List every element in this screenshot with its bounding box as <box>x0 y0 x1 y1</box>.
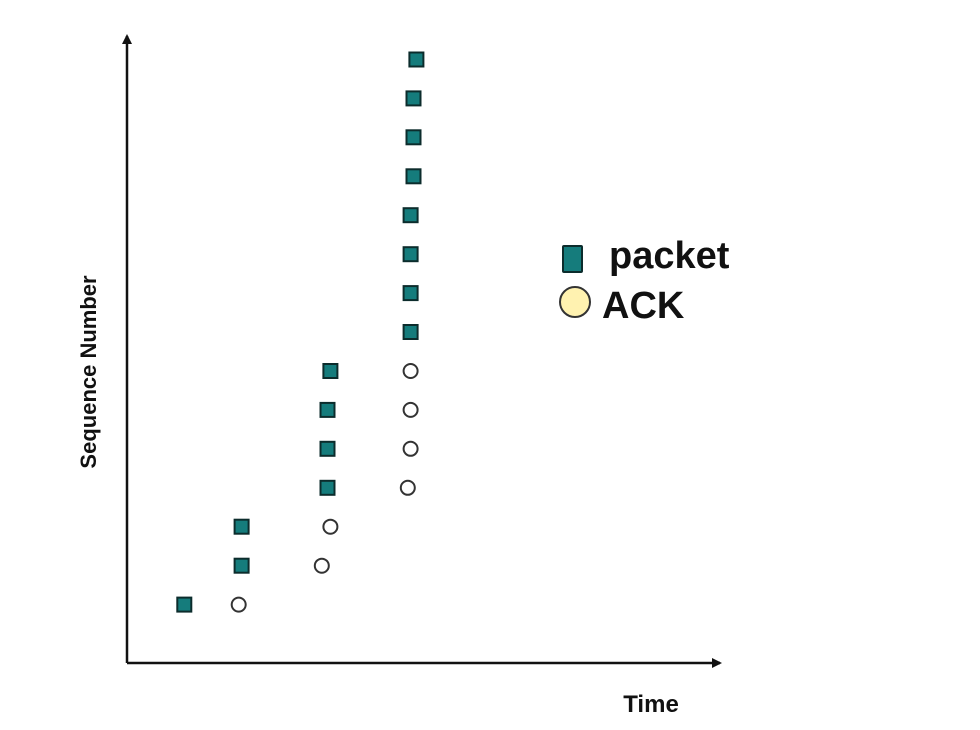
packet-point <box>405 168 422 185</box>
packet-point <box>322 363 339 379</box>
legend: packet ACK <box>559 235 730 327</box>
plot-area <box>122 34 722 668</box>
packet-point <box>408 51 425 68</box>
packet-point <box>319 401 336 418</box>
packet-point <box>233 557 250 574</box>
legend-ack-label: ACK <box>602 285 685 327</box>
legend-ack-swatch <box>559 286 591 318</box>
ack-point <box>399 479 416 496</box>
legend-item-ack: ACK <box>559 285 685 327</box>
ack-point <box>322 518 339 535</box>
packet-point <box>402 246 419 263</box>
legend-packet-label: packet <box>609 235 730 277</box>
packet-point <box>402 207 419 224</box>
packet-point <box>319 479 336 496</box>
legend-packet-swatch <box>562 245 583 273</box>
ack-point <box>402 440 419 457</box>
packet-point <box>402 285 419 302</box>
y-axis-title: Sequence Number <box>76 275 101 469</box>
packet-point <box>319 440 336 457</box>
legend-item-packet: packet <box>562 235 730 277</box>
packet-point <box>405 129 422 146</box>
packet-point <box>402 324 419 340</box>
x-axis-title: Time <box>623 691 679 718</box>
packet-point <box>405 90 422 107</box>
data-marks <box>176 51 425 613</box>
packet-point <box>233 518 250 535</box>
ack-point <box>230 596 247 613</box>
packet-point <box>176 596 193 613</box>
ack-point <box>402 401 419 418</box>
ack-point <box>402 363 419 379</box>
ack-point <box>313 557 330 574</box>
